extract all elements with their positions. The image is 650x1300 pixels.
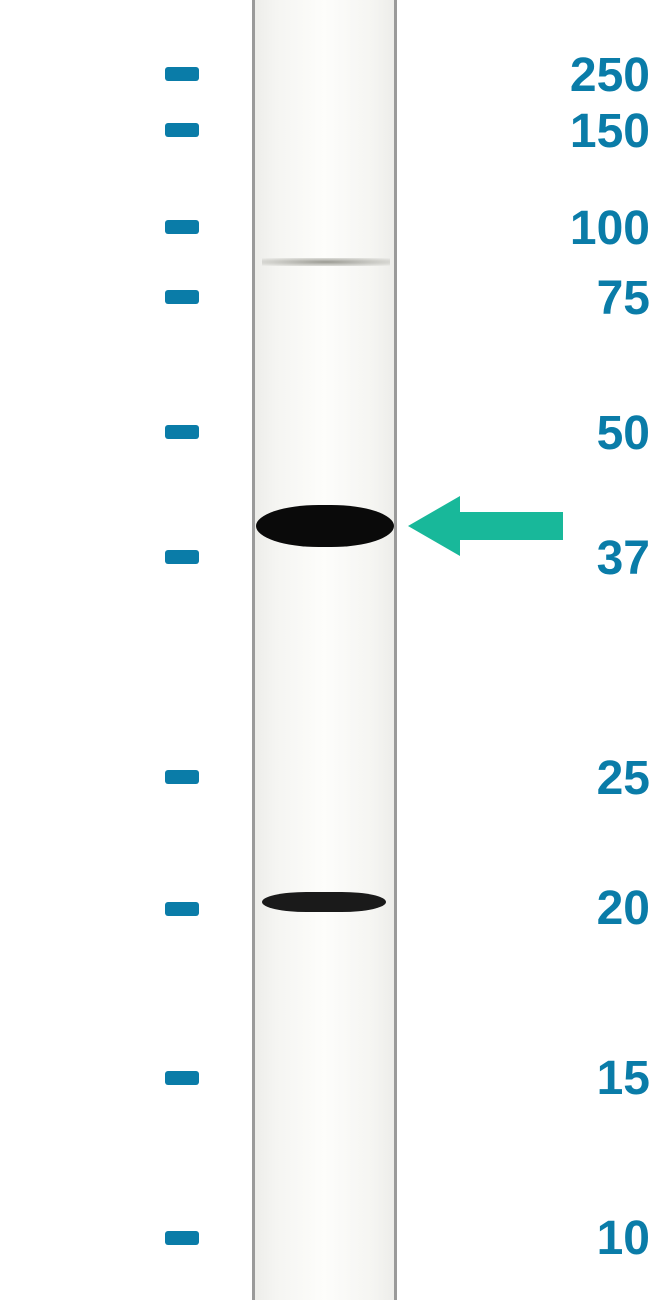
marker-tick-37 [165, 550, 199, 564]
western-blot-diagram: 250 150 100 75 50 37 25 20 15 10 [0, 0, 650, 1300]
target-arrow-icon [408, 494, 568, 558]
band-secondary-21kda [262, 892, 386, 912]
marker-tick-20 [165, 902, 199, 916]
marker-tick-100 [165, 220, 199, 234]
marker-label-250: 250 [490, 48, 650, 103]
marker-label-10: 10 [490, 1211, 650, 1266]
marker-tick-150 [165, 123, 199, 137]
marker-label-75: 75 [490, 271, 650, 326]
gel-lane [252, 0, 397, 1300]
marker-tick-250 [165, 67, 199, 81]
marker-label-25: 25 [490, 751, 650, 806]
marker-tick-50 [165, 425, 199, 439]
marker-tick-15 [165, 1071, 199, 1085]
marker-label-100: 100 [490, 201, 650, 256]
marker-label-50: 50 [490, 406, 650, 461]
marker-tick-25 [165, 770, 199, 784]
marker-tick-75 [165, 290, 199, 304]
band-faint-90kda [262, 258, 390, 266]
marker-tick-10 [165, 1231, 199, 1245]
marker-label-150: 150 [490, 104, 650, 159]
marker-label-20: 20 [490, 881, 650, 936]
band-main-42kda [256, 505, 394, 547]
marker-label-15: 15 [490, 1051, 650, 1106]
